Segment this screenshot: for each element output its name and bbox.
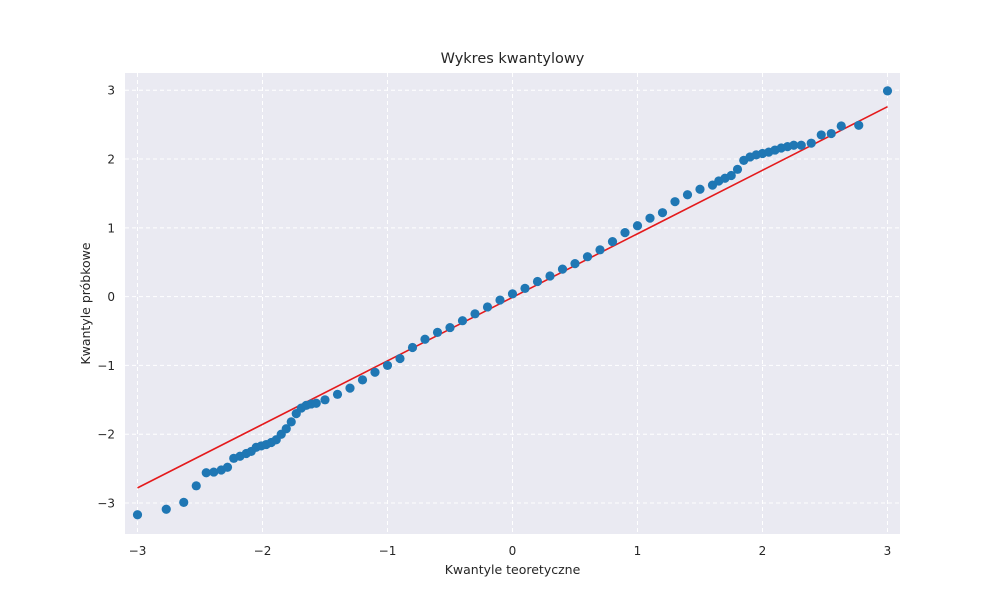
x-tick-label: 2 — [759, 544, 767, 558]
data-point — [395, 353, 405, 364]
data-point — [607, 236, 618, 247]
data-point — [286, 417, 296, 427]
data-point — [507, 289, 518, 299]
data-point — [161, 504, 171, 514]
x-tick-label: −3 — [129, 544, 147, 558]
data-point — [281, 424, 291, 434]
data-point — [520, 283, 530, 293]
data-point — [854, 120, 864, 130]
y-tick-label: 3 — [107, 84, 115, 98]
data-point — [370, 367, 380, 377]
x-tick-label: −1 — [379, 544, 397, 558]
x-tick-label: 3 — [884, 544, 892, 558]
plot-area — [125, 73, 900, 534]
y-tick-labels: −3 −2 −1 0 1 2 3 — [97, 84, 115, 511]
data-point — [201, 468, 211, 478]
data-point — [826, 128, 836, 139]
y-tick-label: 1 — [107, 221, 115, 235]
x-axis-label: Kwantyle teoretyczne — [445, 562, 581, 577]
y-axis-label: Kwantyle próbkowe — [78, 242, 93, 364]
x-tick-labels: −3 −2 −1 0 1 2 3 — [129, 544, 892, 558]
data-point — [632, 221, 643, 231]
data-point — [836, 121, 846, 131]
data-point — [582, 252, 593, 262]
data-point — [209, 467, 219, 477]
data-point — [645, 213, 655, 223]
data-point — [620, 228, 630, 238]
data-point — [332, 389, 343, 399]
data-point — [695, 184, 705, 194]
y-tick-label: −1 — [97, 359, 115, 373]
data-point — [495, 295, 505, 305]
chart-title: Wykres kwantylowy — [441, 51, 585, 67]
data-point — [311, 398, 321, 408]
data-point — [882, 86, 893, 96]
data-point — [732, 164, 743, 174]
data-point — [789, 140, 799, 150]
data-point — [470, 309, 480, 319]
data-point — [726, 170, 736, 181]
grid-lines — [125, 73, 900, 534]
data-point — [595, 245, 605, 255]
data-point — [191, 481, 201, 491]
data-point — [806, 138, 816, 148]
data-point — [657, 208, 668, 218]
y-tick-label: −3 — [97, 497, 115, 511]
x-tick-label: 1 — [634, 544, 642, 558]
data-point — [670, 197, 680, 207]
data-point — [445, 322, 455, 333]
data-point — [482, 302, 493, 312]
data-point — [132, 510, 143, 520]
x-tick-label: −2 — [254, 544, 272, 558]
data-point — [420, 334, 430, 344]
data-point — [816, 130, 826, 140]
y-tick-label: 2 — [107, 153, 115, 167]
x-tick-label: 0 — [509, 544, 517, 558]
data-point — [532, 276, 543, 287]
data-point — [432, 327, 443, 337]
y-tick-label: −2 — [97, 428, 115, 442]
data-point — [557, 264, 568, 274]
data-point — [382, 360, 393, 371]
data-point — [545, 271, 555, 281]
data-point — [320, 395, 330, 405]
data-point — [457, 316, 468, 326]
y-tick-label: 0 — [107, 290, 115, 304]
data-point — [222, 462, 233, 472]
data-point — [179, 497, 189, 507]
data-point — [796, 140, 806, 150]
data-point — [357, 375, 368, 385]
data-point — [570, 258, 580, 269]
data-point — [407, 342, 418, 353]
data-point — [345, 383, 355, 393]
data-point — [682, 190, 693, 200]
data-points — [132, 86, 893, 520]
